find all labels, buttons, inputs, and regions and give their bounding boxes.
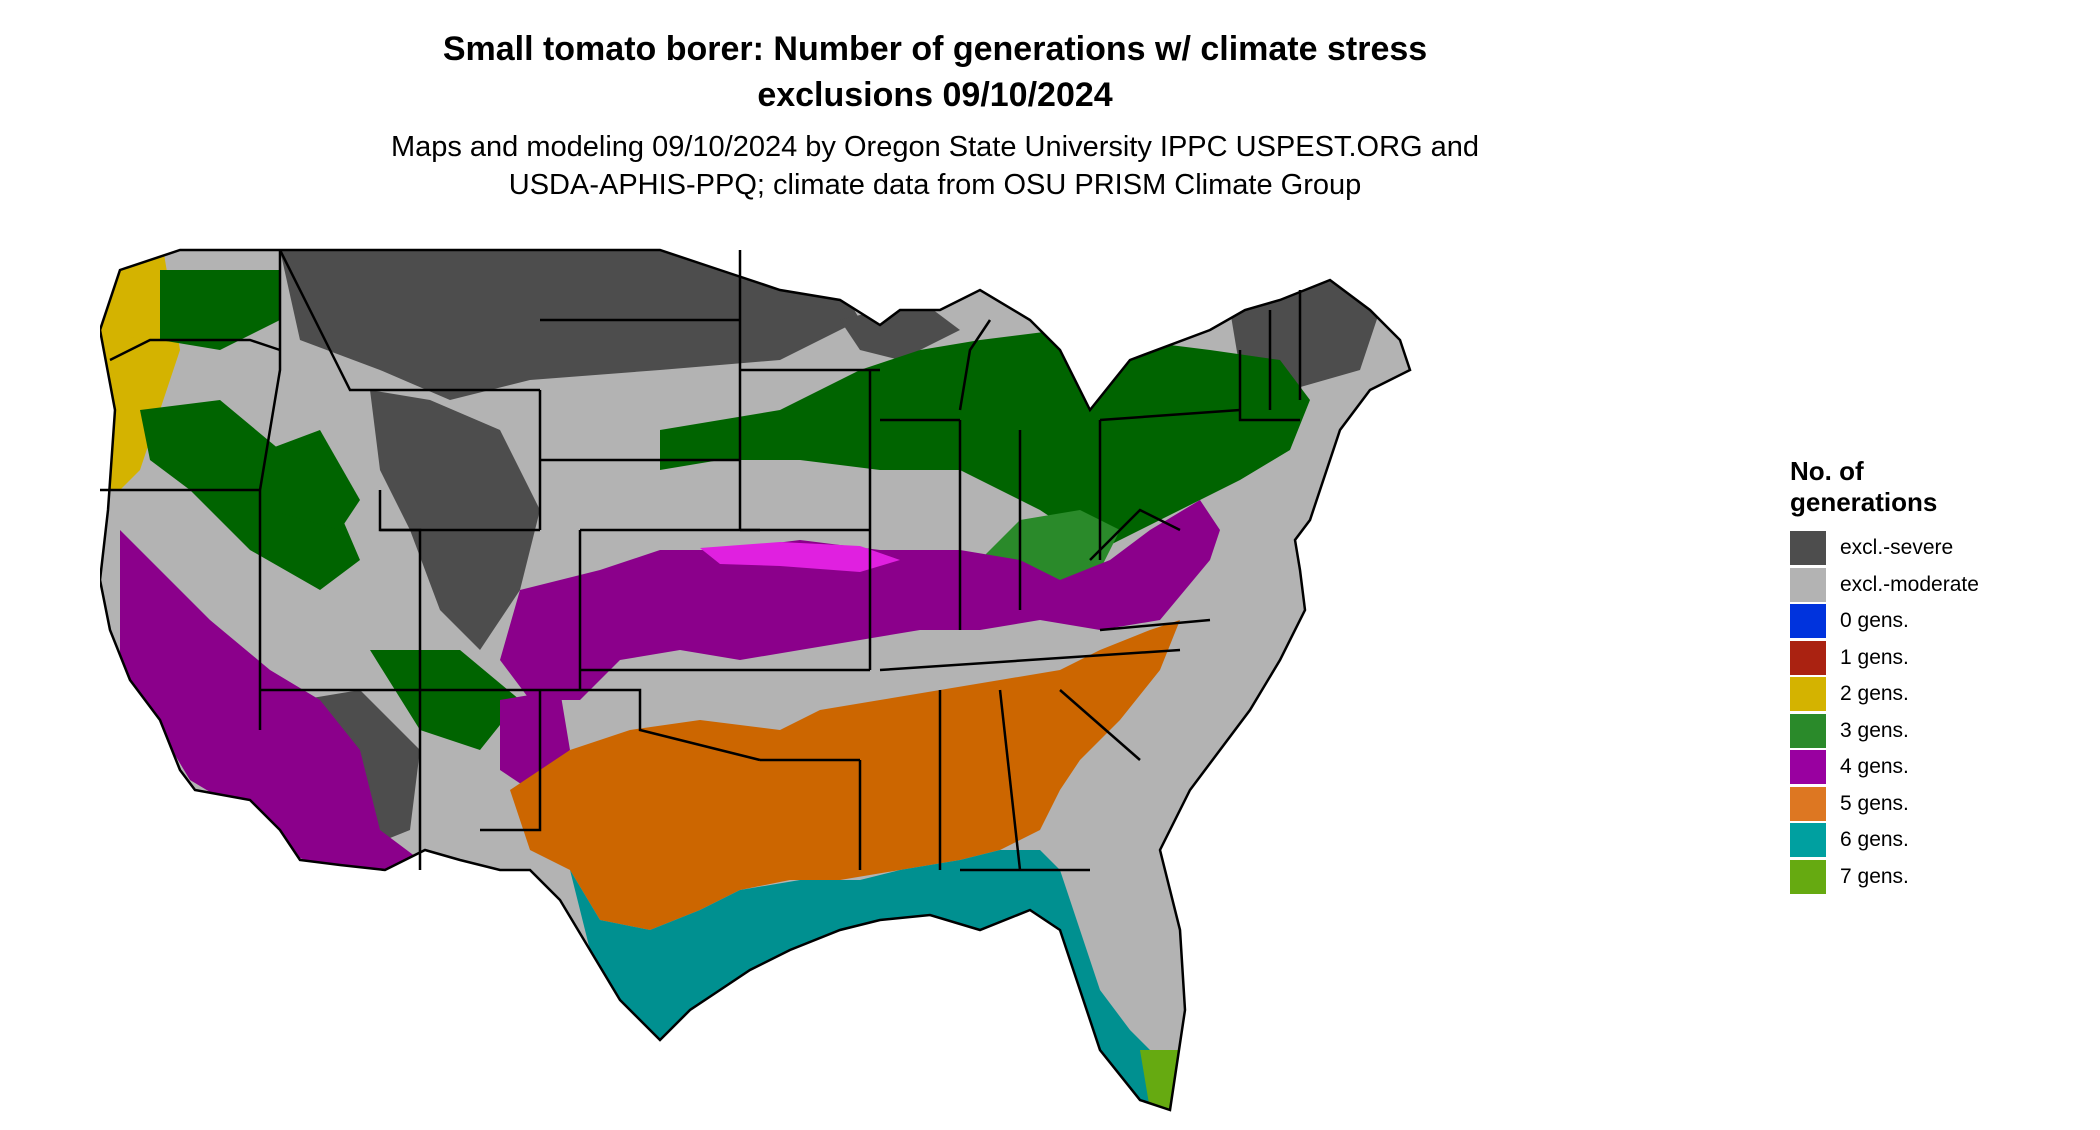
legend-swatch [1790,640,1826,675]
border-tn-ky [879,648,1181,672]
legend-item: 0 gens. [1790,603,2090,640]
border-ny-pa [1099,408,1241,422]
legend-item: 5 gens. [1790,786,2090,823]
map-title-line2: exclusions 09/10/2024 [757,76,1113,114]
region-two-gens-oregon [100,270,170,340]
state-boundaries [100,248,1412,1112]
legend-item: 2 gens. [1790,676,2090,713]
region-excl-severe-northern-plains [280,250,860,400]
region-four-gens-bright-band [700,542,900,572]
legend-item: 3 gens. [1790,713,2090,750]
legend-swatch [1790,823,1826,858]
region-excl-severe-rockies [370,390,540,650]
border-lake-michigan [958,319,992,411]
legend-swatch [1790,786,1826,821]
border-al-ga [998,689,1022,871]
border-nm-tx [480,690,542,832]
border-va-wv [1089,508,1181,561]
legend-swatch [1790,859,1826,894]
region-four-gens-southwest [120,530,460,880]
legend-swatch [1790,567,1826,602]
border-id-west [258,250,282,491]
border-new-england [1238,350,1300,422]
region-three-gens-southwest [370,650,520,750]
legend-label: 4 gens. [1840,755,1909,779]
legend-swatch [1790,531,1826,566]
border-va-nc [1099,618,1211,632]
legend-label: 1 gens. [1840,645,1909,669]
map-subtitle: Maps and modeling 09/10/2024 by Oregon S… [0,128,1870,204]
legend-title-line2: generations [1790,487,1938,517]
legend-item: 4 gens. [1790,749,2090,786]
legend-label: 5 gens. [1840,791,1909,815]
legend-item: excl.-severe [1790,530,2090,567]
border-mt-id [278,249,380,392]
legend-label: 3 gens. [1840,718,1909,742]
border-ut-east [378,490,422,690]
region-three-gens-northwest [160,270,280,350]
legend-label: 2 gens. [1840,682,1909,706]
region-three-gens-midwest-northeast [660,330,1310,550]
border-wa-or [109,338,281,362]
legend-item: excl.-moderate [1790,567,2090,604]
region-three-gens-great-basin [240,430,360,530]
legend-title: No. of generations [1790,456,2090,518]
border-ok-tx [580,688,761,762]
legend-label: 7 gens. [1840,864,1909,888]
us-generations-map [100,248,1412,1112]
legend-label: excl.-moderate [1840,572,1979,596]
border-ga-sc [1059,689,1141,761]
region-four-gens-south-central [500,500,1220,700]
us-outline [100,248,1412,1112]
legend-item: 6 gens. [1790,822,2090,859]
region-five-gens-gulf-states [510,620,1180,930]
legend-item: 7 gens. [1790,859,2090,896]
map-title: Small tomato borer: Number of generation… [0,26,1870,118]
legend-swatch [1790,713,1826,748]
legend-items: excl.-severe excl.-moderate 0 gens. 1 gens.… [1790,530,2090,895]
legend-label: excl.-severe [1840,536,1954,560]
legend-title-line1: No. of [1790,456,1864,486]
legend-item: 1 gens. [1790,640,2090,677]
legend-label: 0 gens. [1840,609,1909,633]
map-subtitle-line2: USDA-APHIS-PPQ; climate data from OSU PR… [508,169,1362,201]
legend-swatch [1790,677,1826,712]
map-subtitle-line1: Maps and modeling 09/10/2024 by Oregon S… [390,131,1480,163]
map-title-line1: Small tomato borer: Number of generation… [442,30,1428,68]
legend-label: 6 gens. [1840,828,1909,852]
legend-swatch [1790,750,1826,785]
legend: No. of generations excl.-severe excl.-mod… [1790,456,2090,895]
legend-swatch [1790,604,1826,639]
region-three-gens-west-interior [140,400,360,590]
